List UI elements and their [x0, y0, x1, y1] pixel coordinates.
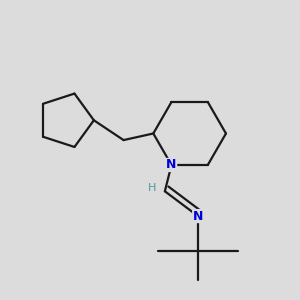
Text: H: H [148, 183, 156, 193]
Text: N: N [193, 209, 203, 223]
Text: N: N [166, 158, 177, 171]
